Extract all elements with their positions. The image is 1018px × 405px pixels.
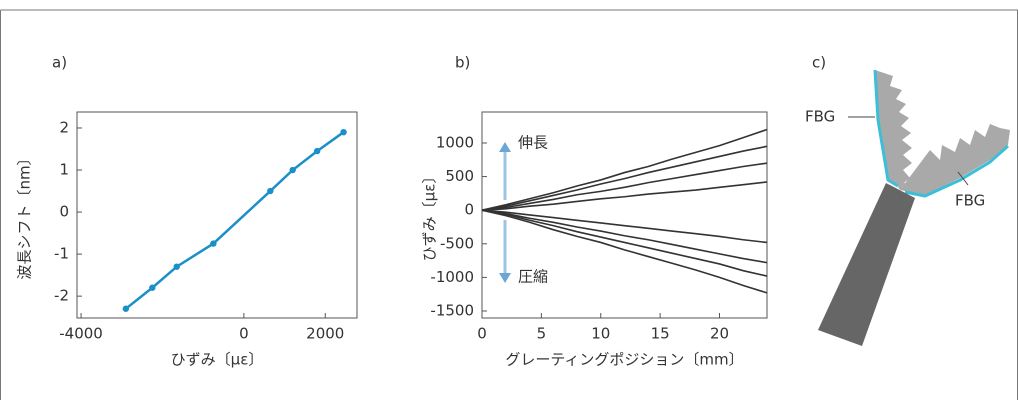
data-line [481,145,768,211]
plot-frame [481,111,768,319]
annotation: 伸長 [518,134,548,152]
panel-label: b) [455,54,470,72]
gripper-illustration [818,69,1010,346]
annotation-arrows [499,142,511,283]
y-tick-label: 0 [59,203,69,221]
data-line [481,128,768,211]
fbg-label: FBG [805,108,835,126]
data-point [210,240,217,247]
y-tick-label: -1000 [430,268,474,286]
x-tick-label: -4000 [59,325,103,343]
y-tick-label: 1 [59,161,69,179]
y-axis-label: ひずみ〔με〕 [421,169,439,262]
x-axis-label: ひずみ〔με〕 [171,351,264,369]
data-point [340,128,347,136]
panel-label: c) [812,54,826,72]
x-tick-label: 2000 [306,325,344,343]
data-line [481,209,768,244]
plot-frame [76,111,358,319]
data-point [289,166,296,174]
data-line [481,181,768,211]
x-tick-label: 0 [477,325,487,343]
y-tick-label: -1 [54,245,69,263]
data-line [481,209,768,294]
x-tick-label: 15 [651,325,670,343]
y-tick-label: 0 [464,201,474,219]
x-tick-label: 5 [537,325,547,343]
data-line [481,209,768,277]
x-tick-label: 10 [591,325,610,343]
data-point [122,305,130,312]
y-tick-label: 500 [445,167,474,185]
y-tick-label: -2 [54,287,69,305]
y-axis-label: 波長シフト〔nm〕 [16,150,34,279]
data-point [313,147,321,155]
data-line [481,209,768,264]
panel-label: a) [52,54,67,72]
y-tick-label: 2 [59,118,69,136]
data-point [267,187,274,195]
fbg-label: FBG [955,192,985,210]
data-line [481,162,768,211]
x-axis-label: グレーティングポジション〔mm〕 [505,351,743,369]
data-point [173,263,180,270]
y-tick-label: -1500 [430,302,474,320]
data-point [149,284,156,291]
y-tick-label: 1000 [436,133,474,151]
x-tick-label: 20 [710,325,729,343]
x-tick-label: 0 [239,325,249,343]
annotation: 圧縮 [518,268,548,286]
y-tick-label: -500 [440,234,474,252]
data-line [125,131,345,310]
